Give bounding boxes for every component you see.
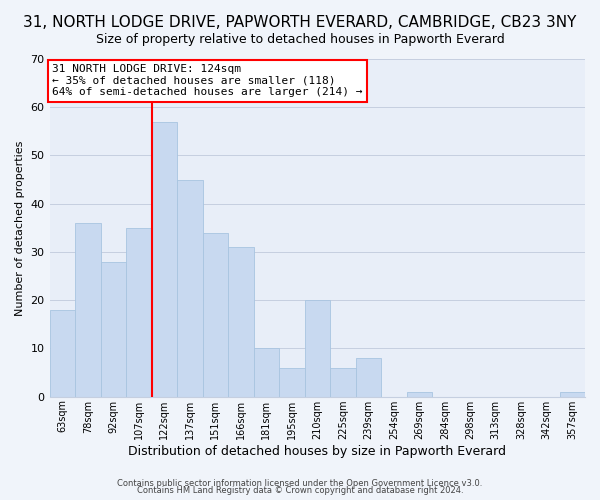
Text: Contains HM Land Registry data © Crown copyright and database right 2024.: Contains HM Land Registry data © Crown c…: [137, 486, 463, 495]
Bar: [305, 300, 330, 396]
Bar: [279, 368, 305, 396]
Bar: [75, 223, 101, 396]
Bar: [203, 232, 228, 396]
Text: 31, NORTH LODGE DRIVE, PAPWORTH EVERARD, CAMBRIDGE, CB23 3NY: 31, NORTH LODGE DRIVE, PAPWORTH EVERARD,…: [23, 15, 577, 30]
Bar: [126, 228, 152, 396]
Bar: [152, 122, 177, 396]
Bar: [560, 392, 585, 396]
X-axis label: Distribution of detached houses by size in Papworth Everard: Distribution of detached houses by size …: [128, 444, 506, 458]
Bar: [177, 180, 203, 396]
Y-axis label: Number of detached properties: Number of detached properties: [15, 140, 25, 316]
Bar: [356, 358, 381, 397]
Bar: [407, 392, 432, 396]
Bar: [101, 262, 126, 396]
Text: 31 NORTH LODGE DRIVE: 124sqm
← 35% of detached houses are smaller (118)
64% of s: 31 NORTH LODGE DRIVE: 124sqm ← 35% of de…: [52, 64, 363, 98]
Bar: [330, 368, 356, 396]
Text: Contains public sector information licensed under the Open Government Licence v3: Contains public sector information licen…: [118, 478, 482, 488]
Bar: [50, 310, 75, 396]
Bar: [254, 348, 279, 397]
Bar: [228, 247, 254, 396]
Text: Size of property relative to detached houses in Papworth Everard: Size of property relative to detached ho…: [95, 32, 505, 46]
